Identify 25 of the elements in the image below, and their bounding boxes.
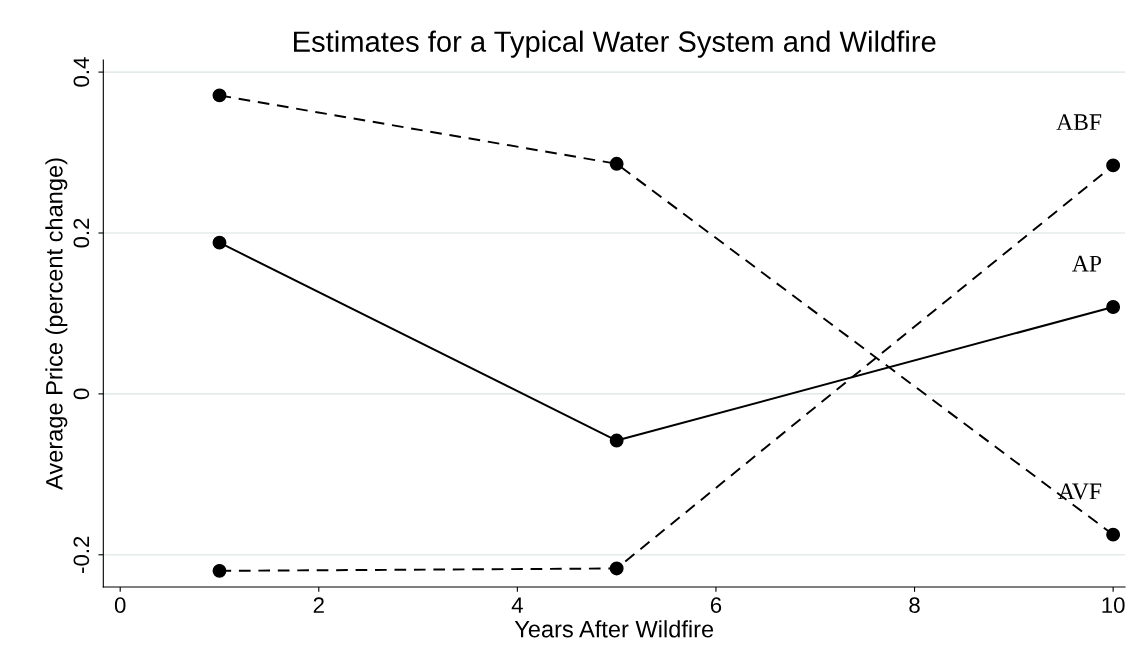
point — [609, 156, 624, 171]
point — [1106, 158, 1121, 173]
chart-title: Estimates for a Typical Water System and Wildfire — [294, 30, 936, 58]
y-tick-label: 0 — [73, 388, 90, 400]
x-tick-label: 4 — [511, 597, 523, 613]
x-tick-label: 2 — [313, 597, 324, 613]
point — [1106, 527, 1121, 542]
x-tick-label: 6 — [710, 597, 722, 614]
point — [609, 433, 624, 448]
point — [1106, 300, 1121, 314]
series-label: ABF — [1056, 114, 1102, 130]
x-tick-label: 8 — [909, 597, 920, 614]
point — [212, 563, 227, 578]
y-tick-label: -0.2 — [73, 536, 90, 573]
point — [609, 561, 624, 576]
point — [212, 235, 227, 250]
series-label: AVF — [1058, 483, 1102, 500]
x-tick-label: 10 — [1102, 597, 1125, 614]
point — [212, 88, 227, 103]
x-tick-label: 0 — [114, 597, 126, 614]
y-tick-label: 0.2 — [73, 218, 90, 248]
y-axis-title: Average Price (percent change) — [45, 158, 68, 490]
series-label: AP — [1072, 255, 1102, 272]
x-axis-title: Years After Wildfire — [514, 620, 714, 638]
y-tick-label: 0.4 — [73, 57, 90, 87]
